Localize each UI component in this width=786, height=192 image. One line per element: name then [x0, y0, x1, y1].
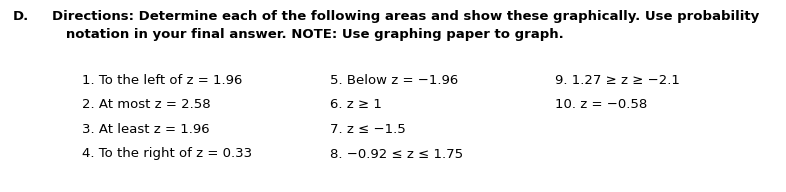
- Text: 2. At most z = 2.58: 2. At most z = 2.58: [82, 98, 211, 112]
- Text: 5. Below z = −1.96: 5. Below z = −1.96: [330, 74, 458, 87]
- Text: 10. z = −0.58: 10. z = −0.58: [555, 98, 647, 112]
- Text: 1. To the left of z = 1.96: 1. To the left of z = 1.96: [82, 74, 242, 87]
- Text: notation in your final answer. NOTE: Use graphing paper to graph.: notation in your final answer. NOTE: Use…: [52, 28, 564, 41]
- Text: 9. 1.27 ≥ z ≥ −2.1: 9. 1.27 ≥ z ≥ −2.1: [555, 74, 680, 87]
- Text: 4. To the right of z = 0.33: 4. To the right of z = 0.33: [82, 147, 252, 161]
- Text: Directions: Determine each of the following areas and show these graphically. Us: Directions: Determine each of the follow…: [52, 10, 759, 23]
- Text: 7. z ≤ −1.5: 7. z ≤ −1.5: [330, 123, 406, 136]
- Text: D.: D.: [13, 10, 29, 23]
- Text: 3. At least z = 1.96: 3. At least z = 1.96: [82, 123, 210, 136]
- Text: 6. z ≥ 1: 6. z ≥ 1: [330, 98, 382, 112]
- Text: 8. −0.92 ≤ z ≤ 1.75: 8. −0.92 ≤ z ≤ 1.75: [330, 147, 463, 161]
